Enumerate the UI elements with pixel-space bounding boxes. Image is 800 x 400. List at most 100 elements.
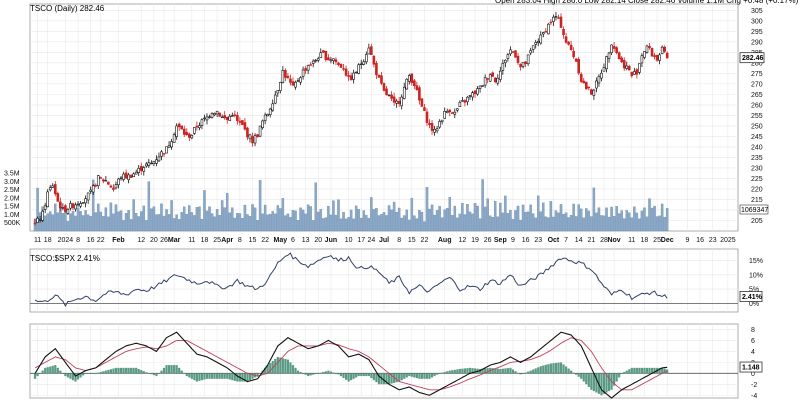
macd-histogram-bar — [142, 371, 145, 374]
macd-histogram-bar — [501, 368, 504, 374]
volume-bar — [137, 216, 140, 232]
price-axis-tick: 305 — [751, 8, 763, 15]
macd-histogram-bar — [107, 369, 110, 374]
volume-bar — [547, 217, 550, 232]
volume-axis-tick: 3.0M — [4, 179, 20, 186]
ratio-panel: 15% 10% 5% 0%2.41% — [29, 248, 763, 313]
date-axis-tick: Dec — [661, 237, 674, 244]
candle-body — [352, 72, 355, 80]
date-axis-tick: 16 — [522, 237, 530, 244]
macd-histogram-bar — [236, 373, 239, 382]
macd-histogram-bar — [36, 373, 39, 377]
volume-bar — [554, 210, 558, 232]
macd-histogram-bar — [150, 373, 153, 375]
candle-body — [296, 80, 300, 82]
volume-bar — [438, 206, 441, 232]
candle-body — [367, 47, 371, 55]
candle-body — [397, 100, 401, 105]
candle-body — [306, 65, 310, 71]
volume-bar — [81, 215, 85, 232]
candle-body — [612, 45, 616, 49]
candle-body — [478, 85, 482, 89]
macd-histogram-bar — [276, 356, 279, 374]
macd-histogram-bar — [289, 362, 292, 374]
date-axis-tick: 8 — [397, 237, 401, 244]
candle-body — [564, 36, 568, 43]
volume-bar — [531, 213, 535, 232]
volume-bar — [188, 205, 191, 232]
price-axis-tick: 280 — [751, 60, 763, 67]
volume-bar — [466, 204, 469, 232]
volume-bar — [102, 216, 105, 232]
candle-body — [415, 85, 419, 91]
macd-histogram-bar — [74, 373, 77, 382]
date-axis-tick: 18 — [44, 237, 52, 244]
candle-body — [468, 95, 472, 97]
macd-histogram-bar — [413, 373, 416, 378]
volume-bar — [258, 179, 262, 232]
macd-histogram-bar — [130, 367, 133, 374]
macd-histogram-bar — [398, 373, 401, 382]
candle-body — [660, 46, 664, 54]
candle-body — [139, 165, 143, 171]
macd-histogram-bar — [264, 367, 267, 374]
macd-histogram-bar — [385, 373, 388, 385]
macd-histogram-bar — [79, 373, 82, 378]
volume-bar — [324, 217, 328, 232]
candle-body — [650, 48, 654, 57]
volume-bar — [491, 216, 494, 232]
macd-histogram-bar — [362, 373, 365, 377]
volume-bar — [430, 204, 434, 232]
volume-bar — [155, 214, 158, 232]
candle-body — [514, 50, 517, 58]
volume-bar — [610, 206, 613, 232]
macd-histogram-bar — [640, 367, 644, 374]
volume-bar — [597, 207, 601, 232]
candle-body — [534, 42, 538, 45]
volume-bar — [46, 213, 49, 232]
macd-last-box — [739, 361, 763, 373]
macd-histogram-bar — [350, 373, 353, 381]
candle-body — [223, 115, 226, 119]
macd-histogram-bar — [61, 373, 64, 374]
date-axis-tick: 13 — [302, 237, 310, 244]
macd-histogram-bar — [441, 372, 444, 374]
macd-histogram-bar — [46, 367, 49, 374]
date-axis-tick: 21 — [587, 237, 595, 244]
volume-bar — [400, 217, 403, 232]
candle-body — [438, 121, 441, 128]
candle-body — [314, 59, 318, 62]
price-axis-tick: 290 — [751, 39, 763, 46]
volume-bar — [251, 204, 254, 232]
macd-histogram-bar — [162, 367, 166, 374]
macd-histogram-bar — [456, 369, 459, 374]
volume-bar — [215, 209, 219, 232]
volume-bar — [243, 204, 247, 232]
volume-bar — [334, 214, 338, 232]
candle-body — [395, 100, 398, 104]
volume-bar — [210, 213, 214, 232]
volume-bar — [458, 213, 462, 232]
macd-histogram-bar — [193, 373, 196, 381]
candle-body — [332, 58, 335, 62]
macd-histogram-bar — [554, 362, 558, 374]
macd-histogram-bar — [89, 373, 92, 374]
candle-body — [557, 17, 560, 19]
date-axis-tick: 9 — [511, 237, 515, 244]
candle-body — [291, 81, 295, 86]
macd-histogram-bar — [216, 373, 219, 379]
macd-histogram-bar — [109, 369, 113, 374]
candle-body — [157, 156, 161, 162]
candle-body — [362, 61, 366, 65]
date-axis-tick: 28 — [600, 237, 608, 244]
date-axis-tick: 12 — [458, 237, 466, 244]
candle-body — [344, 68, 348, 76]
macd-histogram-bar — [286, 359, 290, 374]
date-axis-tick: 20 — [150, 237, 158, 244]
candle-body — [359, 63, 363, 66]
candle-body — [266, 113, 269, 117]
volume-axis-tick: 3.5M — [4, 170, 20, 177]
volume-bar — [428, 208, 431, 232]
candle-body — [107, 181, 110, 185]
